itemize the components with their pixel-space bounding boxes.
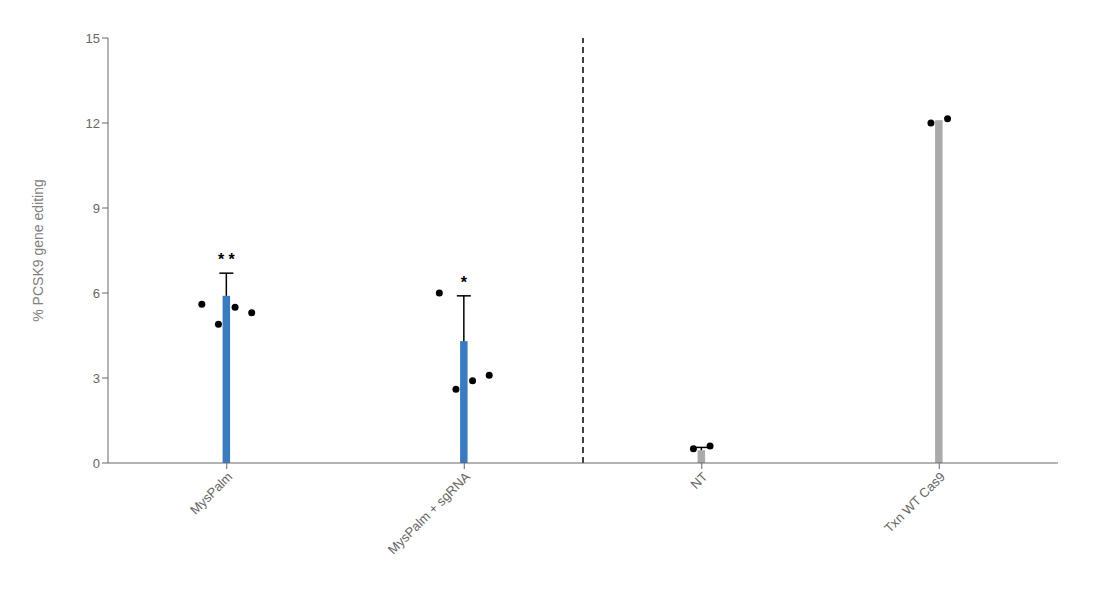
svg-text:6: 6 xyxy=(93,286,100,301)
svg-text:MysPalm + sgRNA: MysPalm + sgRNA xyxy=(385,469,473,557)
svg-text:NT: NT xyxy=(688,469,711,492)
svg-text:MysPalm: MysPalm xyxy=(187,469,235,517)
svg-text:% PCSK9 gene editing: % PCSK9 gene editing xyxy=(30,179,46,321)
svg-text:12: 12 xyxy=(86,116,100,131)
svg-text:Txn WT Cas9: Txn WT Cas9 xyxy=(881,469,948,536)
svg-text:3: 3 xyxy=(93,371,100,386)
svg-text:9: 9 xyxy=(93,201,100,216)
svg-text:15: 15 xyxy=(86,31,100,46)
svg-text:*: * xyxy=(461,274,468,291)
svg-text:0: 0 xyxy=(93,456,100,471)
svg-text:* *: * * xyxy=(218,251,236,268)
